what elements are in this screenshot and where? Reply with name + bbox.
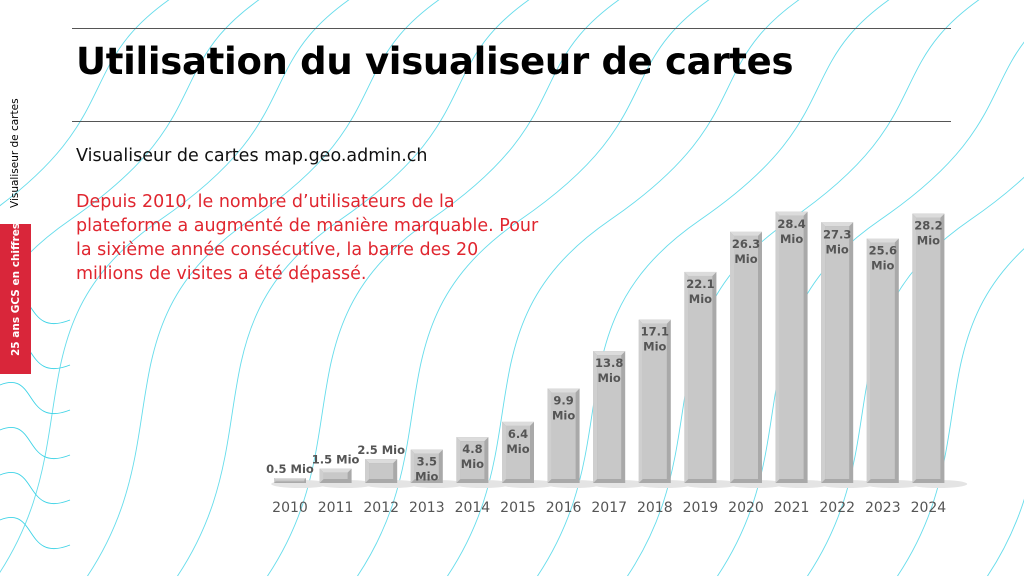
bar-2022 (818, 222, 876, 488)
x-tick-label: 2011 (318, 500, 354, 516)
data-label-value: 9.9 (553, 393, 573, 407)
bar-2016 (544, 388, 603, 488)
data-label-value: 22.1 (686, 277, 714, 291)
bar-2017 (590, 351, 648, 488)
x-tick-label: 2023 (865, 500, 901, 516)
data-label-value: 26.3 (732, 237, 760, 251)
bar-2018 (636, 319, 694, 488)
data-label-unit: Mio (506, 442, 529, 456)
x-tick-label: 2021 (774, 500, 810, 516)
description: Depuis 2010, le nombre d’utilisateurs de… (76, 192, 539, 284)
data-label-value: 4.8 (462, 442, 482, 456)
x-tick-label: 2024 (911, 500, 947, 516)
data-label-unit: Mio (780, 232, 803, 246)
bar-2012 (362, 459, 421, 488)
data-label: 0.5 Mio (266, 462, 314, 476)
data-label-unit: Mio (871, 259, 894, 273)
x-tick-label: 2015 (500, 500, 536, 516)
bar-2021 (772, 211, 831, 488)
data-label-unit: Mio (826, 242, 849, 256)
x-tick-label: 2016 (546, 500, 582, 516)
x-tick-label: 2018 (637, 500, 673, 516)
data-label: 1.5 Mio (312, 453, 360, 467)
title-divider (72, 121, 951, 122)
data-label-unit: Mio (734, 252, 757, 266)
data-label-value: 27.3 (823, 227, 851, 241)
bar-2011 (316, 468, 375, 488)
bar-2023 (864, 238, 922, 488)
page-title: Utilisation du visualiseur de cartes (76, 40, 794, 83)
data-label-value: 3.5 (417, 455, 437, 469)
data-label-unit: Mio (598, 371, 621, 385)
data-label-value: 17.1 (641, 325, 669, 339)
top-divider (72, 28, 951, 29)
bar-2015 (499, 421, 557, 488)
data-label-unit: Mio (917, 234, 940, 248)
data-label-unit: Mio (415, 470, 438, 484)
data-label-value: 13.8 (595, 356, 623, 370)
data-label-unit: Mio (552, 408, 575, 422)
data-label-value: 28.2 (914, 219, 942, 233)
x-tick-label: 2010 (272, 500, 308, 516)
bar-2014 (453, 437, 512, 488)
data-label-unit: Mio (461, 457, 484, 471)
data-label-value: 25.6 (869, 244, 897, 258)
subtitle: Visualiseur de cartes map.geo.admin.ch (76, 146, 428, 166)
x-tick-label: 2013 (409, 500, 445, 516)
bar-2013 (408, 449, 466, 488)
data-label-unit: Mio (643, 340, 666, 354)
data-label-value: 6.4 (508, 427, 528, 441)
x-tick-label: 2022 (819, 500, 855, 516)
bar-2010 (271, 478, 329, 488)
data-label: 2.5 Mio (357, 443, 405, 457)
x-tick-label: 2017 (591, 500, 627, 516)
data-label-value: 28.4 (777, 217, 805, 231)
side-tab[interactable] (0, 224, 31, 374)
x-tick-label: 2012 (363, 500, 399, 516)
x-tick-label: 2020 (728, 500, 764, 516)
data-label-unit: Mio (689, 292, 712, 306)
x-tick-label: 2014 (455, 500, 491, 516)
x-tick-label: 2019 (683, 500, 719, 516)
bar-2019 (681, 271, 740, 488)
bar-2024 (909, 213, 968, 488)
bar-2020 (727, 231, 785, 488)
